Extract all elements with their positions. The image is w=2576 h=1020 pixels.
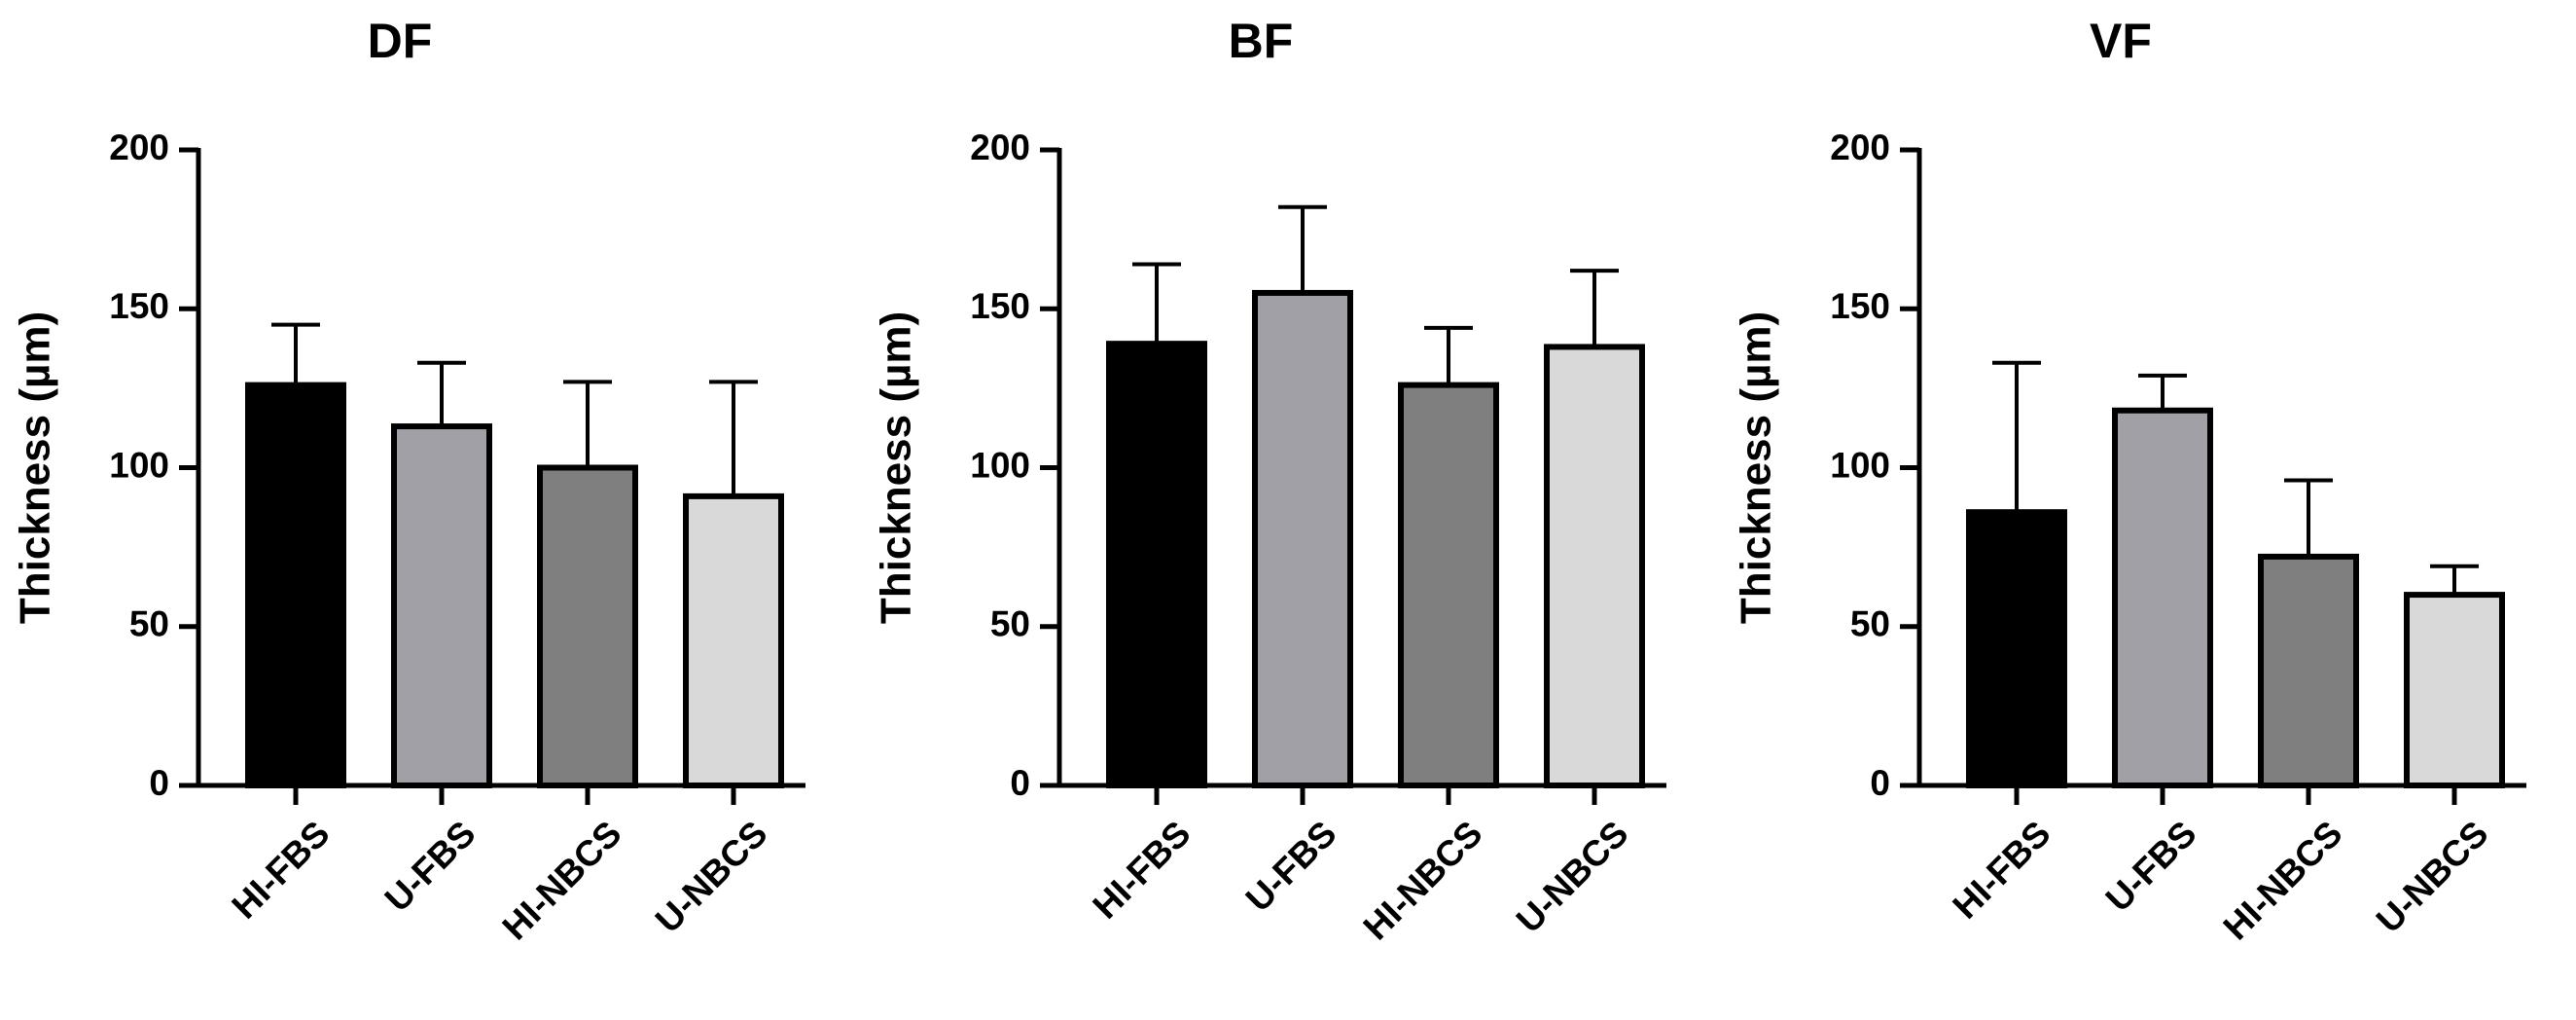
chart-panel: DF Thickness (µm) 0 50 100 150 200 HI-FBS U-FBS H… [12, 14, 805, 948]
chart-panel: VF Thickness (µm) 0 50 100 150 200 HI-FBS U-FBS H… [1733, 14, 2526, 948]
bar [1966, 509, 2067, 789]
y-tick-label: 100 [970, 445, 1030, 485]
x-tick-label: HI-NBCS [1356, 814, 1490, 948]
y-tick-label: 0 [1010, 763, 1030, 803]
x-tick-label: HI-FBS [224, 814, 337, 927]
y-tick-label: 100 [109, 445, 169, 485]
bar [2404, 592, 2505, 788]
bar [683, 492, 784, 788]
bar [1544, 344, 1645, 788]
bar [1252, 289, 1353, 788]
y-tick-label: 100 [1830, 445, 1890, 485]
x-tick-label: U-FBS [377, 814, 483, 920]
x-tick-label: U-FBS [1238, 814, 1344, 920]
bar [2112, 407, 2213, 788]
x-tick-label: U-NBCS [648, 814, 775, 941]
x-tick-label: U-NBCS [1509, 814, 1636, 941]
x-tick-label: U-FBS [2098, 814, 2204, 920]
bar [1106, 341, 1207, 788]
x-tick-label: HI-FBS [1945, 814, 2057, 927]
chart-panel: BF Thickness (µm) 0 50 100 150 200 HI-FBS U-FBS H… [873, 14, 1666, 948]
x-tick-label: HI-NBCS [495, 814, 629, 948]
y-tick-label: 150 [1830, 286, 1890, 326]
y-tick-label: 0 [1870, 763, 1890, 803]
chart-title: VF [2090, 14, 2152, 68]
x-tick-label: U-NBCS [2369, 814, 2496, 941]
x-tick-label: HI-FBS [1085, 814, 1198, 927]
x-tick-label: HI-NBCS [2216, 814, 2350, 948]
y-axis-label: Thickness (µm) [1733, 311, 1780, 624]
chart-title: DF [368, 14, 433, 68]
y-tick-label: 200 [1830, 128, 1890, 167]
y-tick-label: 50 [129, 604, 169, 644]
y-tick-label: 50 [990, 604, 1030, 644]
bar [391, 423, 492, 788]
y-tick-label: 200 [970, 128, 1030, 167]
bar [2258, 553, 2359, 788]
y-axis-label: Thickness (µm) [12, 311, 59, 624]
bar [1398, 382, 1499, 788]
y-tick-label: 200 [109, 128, 169, 167]
y-tick-label: 150 [109, 286, 169, 326]
bar [245, 382, 346, 788]
y-axis-label: Thickness (µm) [873, 311, 920, 624]
bar [537, 464, 638, 788]
y-tick-label: 0 [149, 763, 169, 803]
chart-title: BF [1229, 14, 1294, 68]
y-tick-label: 50 [1850, 604, 1890, 644]
y-tick-label: 150 [970, 286, 1030, 326]
